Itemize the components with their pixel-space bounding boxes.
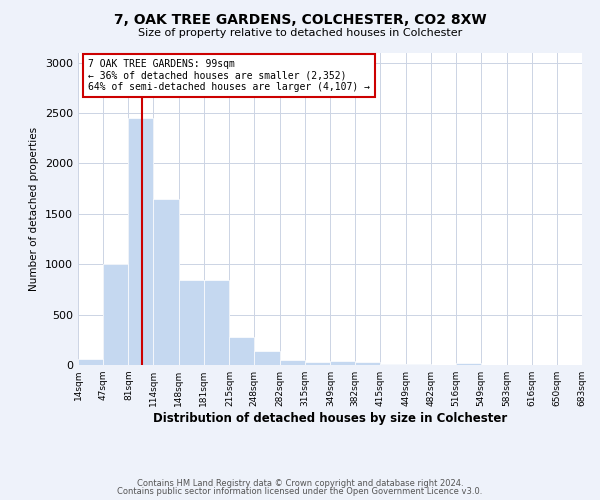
- Bar: [280, 360, 305, 365]
- Bar: [179, 280, 204, 365]
- Bar: [204, 280, 229, 365]
- Bar: [229, 337, 254, 365]
- Bar: [154, 198, 179, 365]
- Text: Contains public sector information licensed under the Open Government Licence v3: Contains public sector information licen…: [118, 487, 482, 496]
- X-axis label: Distribution of detached houses by size in Colchester: Distribution of detached houses by size …: [153, 412, 507, 425]
- Bar: [355, 362, 380, 365]
- Bar: [331, 361, 355, 365]
- Y-axis label: Number of detached properties: Number of detached properties: [29, 126, 40, 291]
- Bar: [380, 364, 406, 365]
- Bar: [406, 364, 431, 365]
- Bar: [78, 360, 103, 365]
- Bar: [305, 362, 331, 365]
- Bar: [103, 264, 128, 365]
- Bar: [254, 352, 280, 365]
- Text: Size of property relative to detached houses in Colchester: Size of property relative to detached ho…: [138, 28, 462, 38]
- Text: Contains HM Land Registry data © Crown copyright and database right 2024.: Contains HM Land Registry data © Crown c…: [137, 478, 463, 488]
- Bar: [128, 118, 154, 365]
- Text: 7 OAK TREE GARDENS: 99sqm
← 36% of detached houses are smaller (2,352)
64% of se: 7 OAK TREE GARDENS: 99sqm ← 36% of detac…: [88, 58, 370, 92]
- Bar: [456, 364, 481, 365]
- Text: 7, OAK TREE GARDENS, COLCHESTER, CO2 8XW: 7, OAK TREE GARDENS, COLCHESTER, CO2 8XW: [113, 12, 487, 26]
